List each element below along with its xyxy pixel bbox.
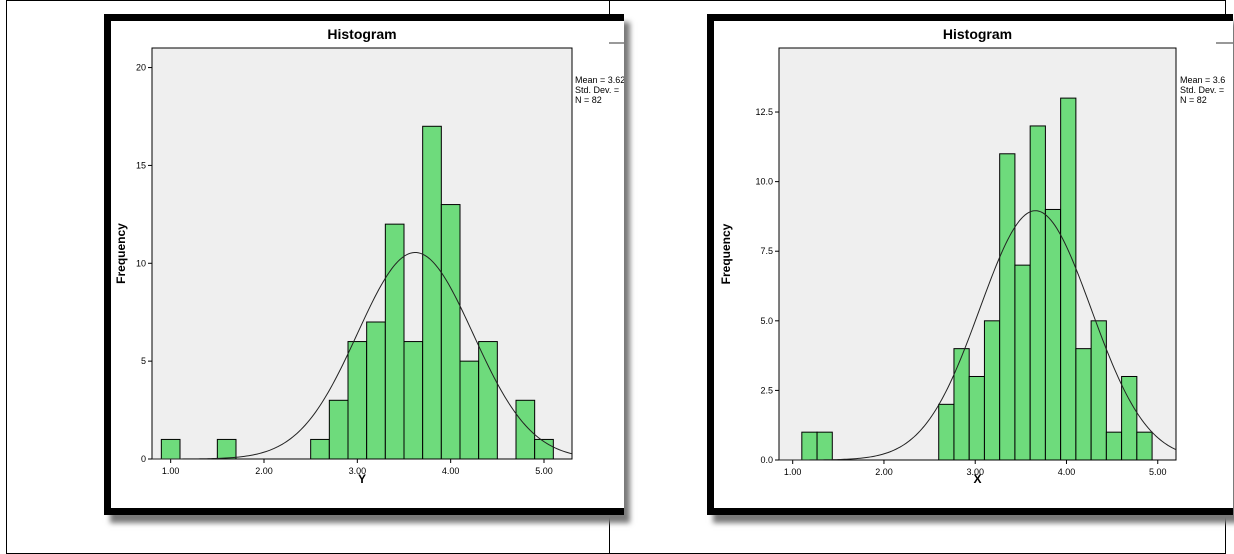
y-tick-label: 10.0	[755, 177, 773, 187]
y-tick-label: 15	[136, 160, 146, 170]
histogram-bar	[384, 223, 405, 460]
normal-curve	[152, 251, 573, 460]
histogram-bar	[1014, 264, 1031, 461]
histogram-bar	[983, 320, 1001, 461]
histogram-bar	[347, 341, 368, 460]
histogram-bar	[1090, 320, 1107, 461]
y-tick-label: 5.0	[760, 316, 773, 326]
histogram-bar	[403, 341, 424, 460]
histogram-bar	[1121, 375, 1138, 461]
histogram-y-frame: Histogram 0 5 10 15 20 1.00 2.00 3.00 4.00 5.00 Y Fr…	[104, 14, 624, 515]
histogram-y-chart: Histogram 0 5 10 15 20 1.00 2.00 3.00 4.00 5.00 Y Fr…	[114, 26, 624, 486]
histogram-bar	[515, 399, 536, 460]
stats-line: Std. Dev. =	[575, 85, 619, 95]
histogram-bar	[328, 399, 349, 460]
histogram-bar	[1029, 125, 1046, 461]
histogram-bar	[440, 204, 461, 460]
chart-title: Histogram	[943, 26, 1012, 42]
histogram-bar	[801, 431, 818, 461]
stats-line: Mean = 3.6	[1180, 75, 1225, 85]
y-axis-label: Frequency	[719, 223, 733, 284]
y-tick-label: 2.5	[760, 385, 773, 395]
x-tick-label: 3.00	[966, 467, 984, 477]
stats-line: N = 82	[575, 95, 602, 105]
histogram-bar	[816, 431, 833, 461]
histogram-bar	[1075, 348, 1092, 461]
x-tick-label: 2.00	[255, 466, 273, 476]
stats-line: Mean = 3.62	[575, 75, 624, 85]
x-tick-label: 5.00	[535, 466, 553, 476]
stats-line: N = 82	[1180, 95, 1207, 105]
x-axis-label: Y	[358, 472, 366, 486]
histogram-bar	[968, 375, 985, 461]
histogram-bar	[953, 348, 970, 461]
x-tick-label: 4.00	[442, 466, 460, 476]
y-tick-label: 7.5	[760, 246, 773, 256]
y-tick-label: 5	[141, 356, 146, 366]
histogram-bar	[1060, 97, 1077, 461]
y-tick-label: 12.5	[755, 107, 773, 117]
y-axis-label: Frequency	[114, 223, 128, 284]
y-tick-label: 20	[136, 63, 146, 73]
histogram-bar	[160, 438, 181, 460]
plot-area	[151, 47, 573, 460]
x-tick-label: 2.00	[875, 467, 893, 477]
histogram-bar	[938, 403, 955, 461]
histogram-bar	[1105, 431, 1123, 461]
x-tick-label: 5.00	[1149, 467, 1167, 477]
histogram-bar	[534, 438, 554, 460]
histogram-bar	[216, 438, 237, 460]
histogram-bar	[422, 125, 442, 460]
stats-line: Std. Dev. =	[1180, 85, 1224, 95]
x-axis-label: X	[973, 472, 981, 486]
x-tick-label: 1.00	[162, 466, 180, 476]
x-tick-label: 1.00	[784, 467, 802, 477]
histogram-bar	[459, 360, 480, 460]
y-tick-label: 0.0	[760, 455, 773, 465]
histogram-bar	[310, 438, 330, 460]
histogram-bar	[478, 341, 498, 460]
x-tick-label: 4.00	[1058, 467, 1076, 477]
y-tick-label: 0	[141, 454, 146, 464]
histogram-bar	[1044, 208, 1062, 461]
histogram-x-frame: Histogram 0.0 2.5 5.0 7.5 10.0 12.5 1.00 2.00 3.0…	[707, 14, 1233, 515]
histogram-bar	[999, 153, 1016, 461]
x-tick-label: 3.00	[349, 466, 367, 476]
histogram-bar	[1136, 431, 1153, 461]
y-tick-label: 10	[136, 258, 146, 268]
histogram-bar	[366, 321, 386, 460]
normal-curve	[779, 210, 1177, 461]
histogram-x-chart: Histogram 0.0 2.5 5.0 7.5 10.0 12.5 1.00 2.00 3.0…	[719, 26, 1233, 486]
chart-title: Histogram	[327, 26, 396, 42]
